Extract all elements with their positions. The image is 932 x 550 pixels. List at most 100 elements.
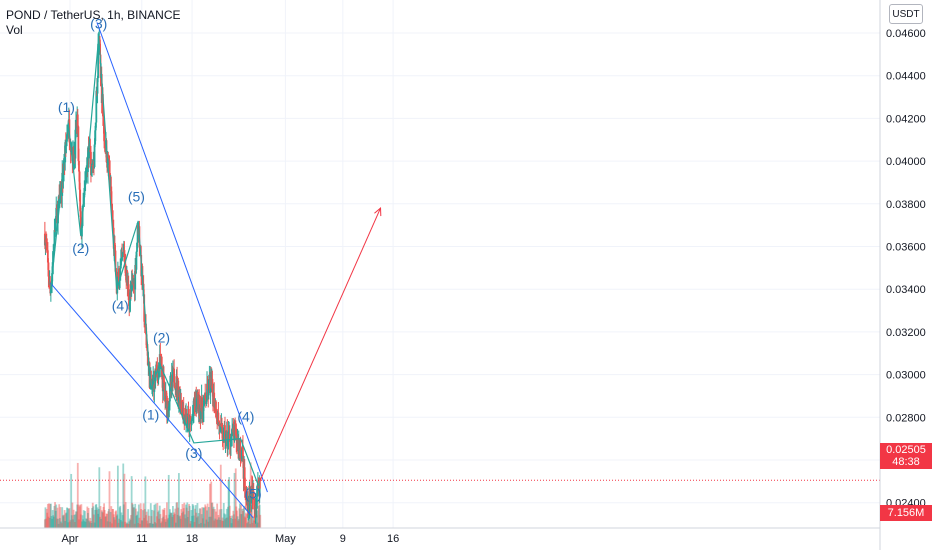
candle-body [256,485,259,497]
volume-bar [90,523,93,528]
candle-body [128,300,131,310]
grid [0,0,880,528]
volume-bar [218,517,220,528]
volume-bar [222,502,225,528]
candle-body [134,264,137,290]
volume-bar [194,508,196,528]
candle-body [81,226,83,237]
volume-bar [62,516,65,528]
candle-body [90,151,92,176]
candle-body [258,477,261,496]
volume-bar [210,481,213,528]
volume-bar [124,521,126,528]
volume-bar [200,514,203,528]
trend-line[interactable] [49,282,254,518]
candle-body [238,440,241,451]
volume-bar [127,508,129,528]
volume-bar [161,518,164,528]
volume-bar [139,503,142,528]
volume-bar [198,508,201,528]
last-price-badge: 0.02505 48:38 [880,443,932,469]
volume-bar [172,515,175,528]
candle-body [113,242,116,251]
volume-bar [64,513,67,528]
volume-bar [143,517,146,528]
volume-bar [174,508,177,528]
volume-bar [216,503,219,528]
volume-bar [61,507,64,528]
volume-bar [92,506,95,528]
volume-bar [168,514,171,528]
wave-path[interactable] [150,362,260,486]
price-tick-label: 0.03200 [886,327,926,339]
volume-bar [257,505,260,528]
volume-bar [218,509,221,528]
candle-body [204,394,207,399]
candle-body [198,394,201,417]
volume-bar [140,509,143,528]
candle-body [109,173,111,191]
volume-bar [134,503,137,528]
volume-bar [175,502,178,528]
volume-bar [79,504,82,528]
volume-bar [193,521,196,528]
projection-arrow[interactable] [259,207,381,481]
candle-body [143,321,146,325]
candle-body [54,217,57,232]
volume-bar [46,512,49,528]
volume-bar [164,521,167,528]
volume-bar [155,516,158,528]
volume-bar [163,507,166,528]
candle-body [255,505,257,507]
wave-path[interactable] [49,37,152,390]
candle-body [118,280,121,289]
volume-bar [216,519,219,528]
volume-bar [54,502,56,528]
candle-body [161,366,164,380]
volume-bar [69,519,72,528]
volume-bar [142,503,145,528]
volume-bar [148,515,150,528]
time-tick-label: 18 [186,533,198,545]
candle-body [200,410,202,419]
candle-body [62,171,65,182]
candle-body [180,400,183,410]
volume-bar [222,520,225,528]
volume-bar [80,504,83,528]
candle-body [102,94,104,117]
volume-bar [172,506,174,528]
price-tick-label: 0.04200 [886,113,926,125]
drawings: (3) (1) (2) (5) (4) (2) (1) (3) (4) (5) [49,16,382,518]
candle-body [163,375,165,383]
trend-line[interactable] [96,22,268,493]
volume-bar [158,505,161,528]
volume-bar [45,518,47,528]
volume-bar [188,505,191,528]
volume-bar [154,521,156,528]
candle-body [207,380,210,396]
candle-body [122,251,125,254]
volume-bar [118,518,120,528]
candle-body [232,428,235,433]
candle-body [112,222,114,228]
volume-bar [107,508,110,528]
volume-bar [151,523,154,528]
volume-bar [48,503,50,528]
time-axis[interactable]: Apr 11 18 May 9 16 [0,527,880,545]
candle-body [153,371,156,392]
volume-bar [194,505,197,528]
volume-bar [97,513,100,528]
volume-bar [55,518,58,528]
volume-bar [165,515,168,528]
candle-body [186,414,189,424]
candle-body [250,487,253,489]
currency-button[interactable]: USDT [889,4,923,24]
volume-bar [196,503,199,528]
candle-body [135,251,138,270]
candle-body [192,412,195,416]
volume-bar [140,520,143,528]
candle-body [245,493,247,499]
volume-bar [242,511,244,528]
candle-body [191,415,194,418]
